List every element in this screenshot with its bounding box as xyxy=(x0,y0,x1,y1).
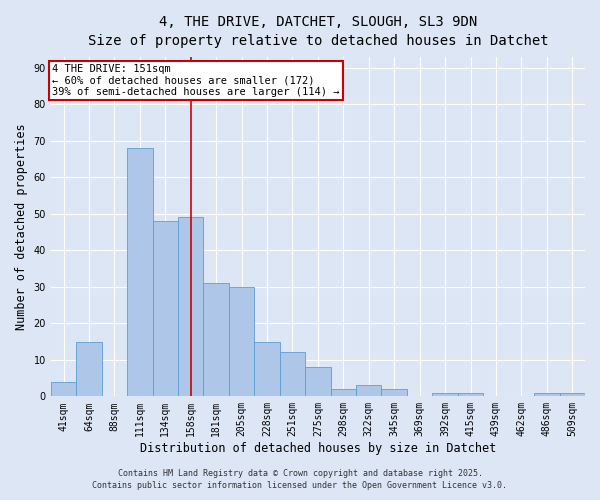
Bar xyxy=(534,392,560,396)
Bar xyxy=(433,392,458,396)
X-axis label: Distribution of detached houses by size in Datchet: Distribution of detached houses by size … xyxy=(140,442,496,455)
Bar xyxy=(305,367,331,396)
Bar xyxy=(203,283,229,397)
Bar xyxy=(127,148,152,396)
Title: 4, THE DRIVE, DATCHET, SLOUGH, SL3 9DN
Size of property relative to detached hou: 4, THE DRIVE, DATCHET, SLOUGH, SL3 9DN S… xyxy=(88,15,548,48)
Bar xyxy=(280,352,305,397)
Bar xyxy=(152,221,178,396)
Bar xyxy=(356,386,382,396)
Bar xyxy=(178,218,203,396)
Text: Contains HM Land Registry data © Crown copyright and database right 2025.
Contai: Contains HM Land Registry data © Crown c… xyxy=(92,469,508,490)
Y-axis label: Number of detached properties: Number of detached properties xyxy=(15,123,28,330)
Text: 4 THE DRIVE: 151sqm
← 60% of detached houses are smaller (172)
39% of semi-detac: 4 THE DRIVE: 151sqm ← 60% of detached ho… xyxy=(52,64,340,97)
Bar xyxy=(51,382,76,396)
Bar xyxy=(331,389,356,396)
Bar xyxy=(560,392,585,396)
Bar xyxy=(76,342,101,396)
Bar xyxy=(229,286,254,397)
Bar xyxy=(254,342,280,396)
Bar xyxy=(382,389,407,396)
Bar xyxy=(458,392,483,396)
